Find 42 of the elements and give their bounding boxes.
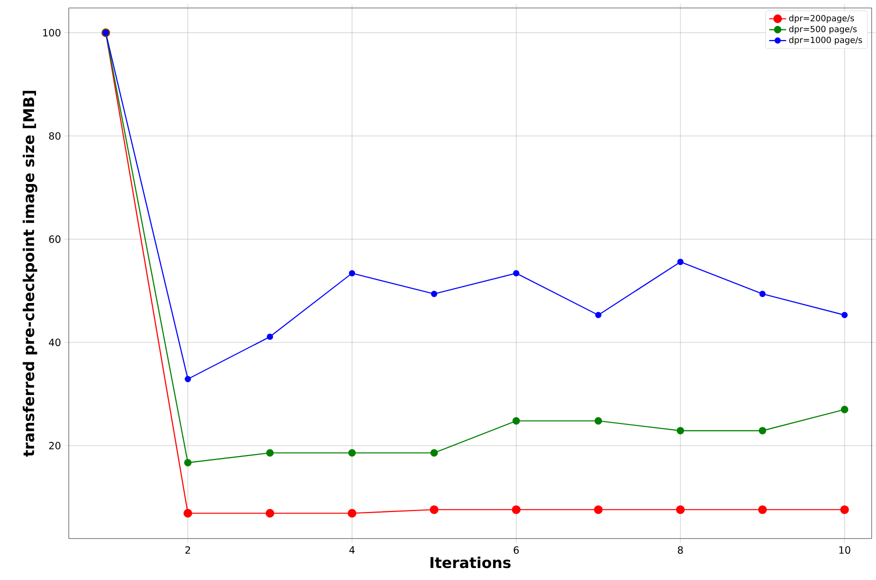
- point: [759, 290, 766, 297]
- point: [266, 508, 274, 518]
- point: [512, 416, 520, 424]
- point: [266, 448, 274, 456]
- point: [184, 508, 192, 518]
- point: [841, 312, 848, 318]
- y-tick-label: 60: [49, 235, 60, 243]
- legend-label: dpr=200page/s: [789, 14, 854, 23]
- x-tick-label: 10: [839, 546, 850, 554]
- x-tick-label: 4: [349, 546, 355, 554]
- point: [184, 376, 191, 382]
- point: [430, 505, 438, 514]
- legend-label: dpr=1000 page/s: [789, 36, 862, 45]
- point: [676, 505, 685, 514]
- point: [266, 333, 274, 340]
- x-tick-label: 2: [185, 546, 190, 554]
- point: [840, 505, 849, 514]
- point: [594, 416, 602, 424]
- point: [348, 508, 356, 518]
- y-tick-label: 20: [49, 442, 60, 450]
- point: [758, 505, 767, 514]
- point: [595, 312, 602, 318]
- point: [348, 270, 356, 276]
- x-tick-label: 8: [678, 546, 683, 554]
- point: [430, 290, 438, 297]
- x-axis-title: Iterations: [430, 556, 511, 568]
- y-tick-label: 100: [43, 28, 60, 36]
- point: [513, 270, 520, 276]
- point: [594, 505, 603, 514]
- y-tick-label: 80: [49, 132, 60, 140]
- point: [758, 426, 766, 434]
- point: [348, 448, 356, 456]
- legend-label: dpr=500 page/s: [789, 25, 857, 34]
- point: [512, 505, 521, 514]
- point: [676, 426, 684, 434]
- point: [677, 258, 684, 265]
- point: [430, 448, 438, 456]
- x-tick-label: 6: [514, 546, 519, 554]
- point: [184, 458, 192, 466]
- point: [840, 406, 848, 414]
- y-axis-title: transferred pre-checkpoint image size [MB]: [22, 90, 38, 456]
- y-tick-label: 40: [48, 338, 60, 346]
